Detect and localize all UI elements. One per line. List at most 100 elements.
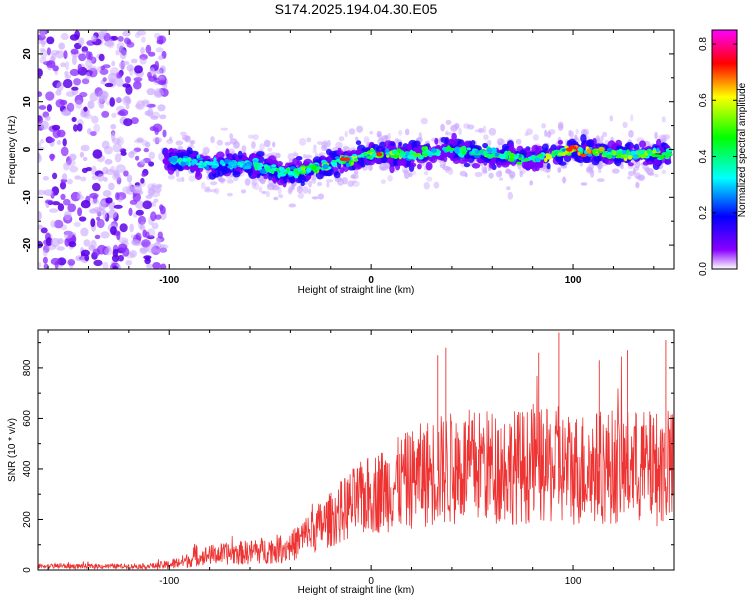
heatmap-cell (211, 188, 217, 193)
heatmap-cell (541, 123, 546, 129)
heatmap-cell (440, 123, 445, 132)
heatmap-cell (116, 42, 125, 51)
heatmap-cell (123, 170, 129, 177)
heatmap-cell (575, 128, 579, 135)
heatmap-cell (43, 189, 54, 197)
heatmap-cell (98, 53, 105, 62)
heatmap-cell (96, 244, 107, 255)
heatmap-cell (141, 36, 146, 43)
heatmap-cell (586, 168, 595, 174)
heatmap-cell (60, 62, 66, 68)
heatmap-cell (546, 162, 551, 170)
heatmap-cell (568, 129, 572, 137)
heatmap-cell (140, 159, 146, 165)
heatmap-cell (79, 151, 85, 158)
heatmap-cell (593, 155, 602, 162)
heatmap-cell (77, 123, 83, 132)
heatmap-cell (304, 154, 312, 159)
heatmap-cell (94, 234, 101, 240)
heatmap-cell (389, 164, 395, 174)
heatmap-cell (97, 173, 105, 182)
heatmap-cell (51, 201, 61, 206)
heatmap-cell (410, 162, 417, 168)
heatmap-cell (38, 105, 47, 110)
heatmap-cell (151, 222, 159, 230)
heatmap-cell (451, 132, 457, 141)
heatmap-cell (89, 92, 98, 102)
heatmap-cell (644, 167, 650, 172)
heatmap-cell (204, 186, 211, 191)
heatmap-cell (57, 203, 65, 212)
heatmap-cell (509, 174, 514, 181)
heatmap-cell (355, 136, 359, 141)
heatmap-cell (288, 203, 297, 208)
heatmap-cell (558, 161, 567, 166)
heatmap-cell (366, 155, 374, 160)
heatmap-cell (115, 77, 124, 87)
heatmap-cell (168, 174, 175, 180)
heatmap-cell (311, 177, 317, 184)
heatmap-cell (134, 103, 142, 109)
heatmap-cell (409, 149, 414, 155)
heatmap-cell (241, 145, 247, 153)
heatmap-cell (464, 140, 471, 148)
heatmap-cell (229, 133, 234, 140)
heatmap-cell (628, 130, 634, 138)
heatmap-cell (579, 162, 584, 167)
heatmap-cell (80, 144, 90, 152)
heatmap-cell (111, 254, 120, 262)
heatmap-cell (105, 168, 115, 176)
heatmap-cell (289, 166, 296, 170)
spectrogram-heatmap (38, 30, 673, 269)
heatmap-cell (267, 155, 277, 164)
heatmap-cell (118, 243, 128, 252)
heatmap-cell (112, 265, 119, 269)
heatmap-cell (343, 157, 350, 162)
heatmap-cell (139, 54, 148, 61)
heatmap-cell (265, 167, 272, 173)
heatmap-cell (428, 152, 433, 158)
heatmap-cell (294, 152, 299, 157)
heatmap-cell (38, 154, 42, 163)
heatmap-cell (398, 141, 403, 147)
heatmap-cell (306, 167, 312, 173)
heatmap-cell (152, 137, 163, 143)
heatmap-cell (206, 161, 214, 166)
heatmap-cell (529, 180, 533, 186)
heatmap-cell (253, 162, 261, 166)
heatmap-cell (147, 186, 152, 197)
heatmap-cell (157, 231, 163, 239)
heatmap-cell (62, 173, 68, 181)
heatmap-cell (158, 55, 164, 60)
heatmap-cell (646, 148, 653, 154)
heatmap-cell (203, 162, 208, 167)
heatmap-cell (609, 115, 614, 122)
heatmap-cell (506, 169, 511, 174)
heatmap-cell (227, 165, 233, 169)
heatmap-cell (50, 50, 60, 55)
heatmap-cell (252, 134, 259, 141)
heatmap-cell (62, 138, 67, 147)
heatmap-cell (55, 99, 65, 108)
heatmap-cell (191, 158, 198, 165)
heatmap-cell (633, 166, 640, 172)
heatmap-cell (150, 185, 158, 192)
heatmap-cell (423, 182, 430, 190)
heatmap-cell (618, 148, 623, 152)
heatmap-cell (580, 153, 588, 158)
heatmap-cell (45, 91, 55, 101)
heatmap-cell (113, 169, 120, 179)
heatmap-cell (654, 131, 658, 140)
heatmap-cell (244, 178, 251, 186)
x-tick-label: -100 (159, 576, 179, 587)
heatmap-cell (81, 167, 88, 174)
heatmap-cell (388, 157, 395, 164)
heatmap-cell (300, 167, 306, 171)
y-tick-label: -10 (22, 190, 33, 205)
heatmap-cell (69, 68, 80, 77)
heatmap-cell (50, 220, 56, 228)
heatmap-cell (597, 169, 602, 174)
heatmap-cell (499, 153, 507, 160)
